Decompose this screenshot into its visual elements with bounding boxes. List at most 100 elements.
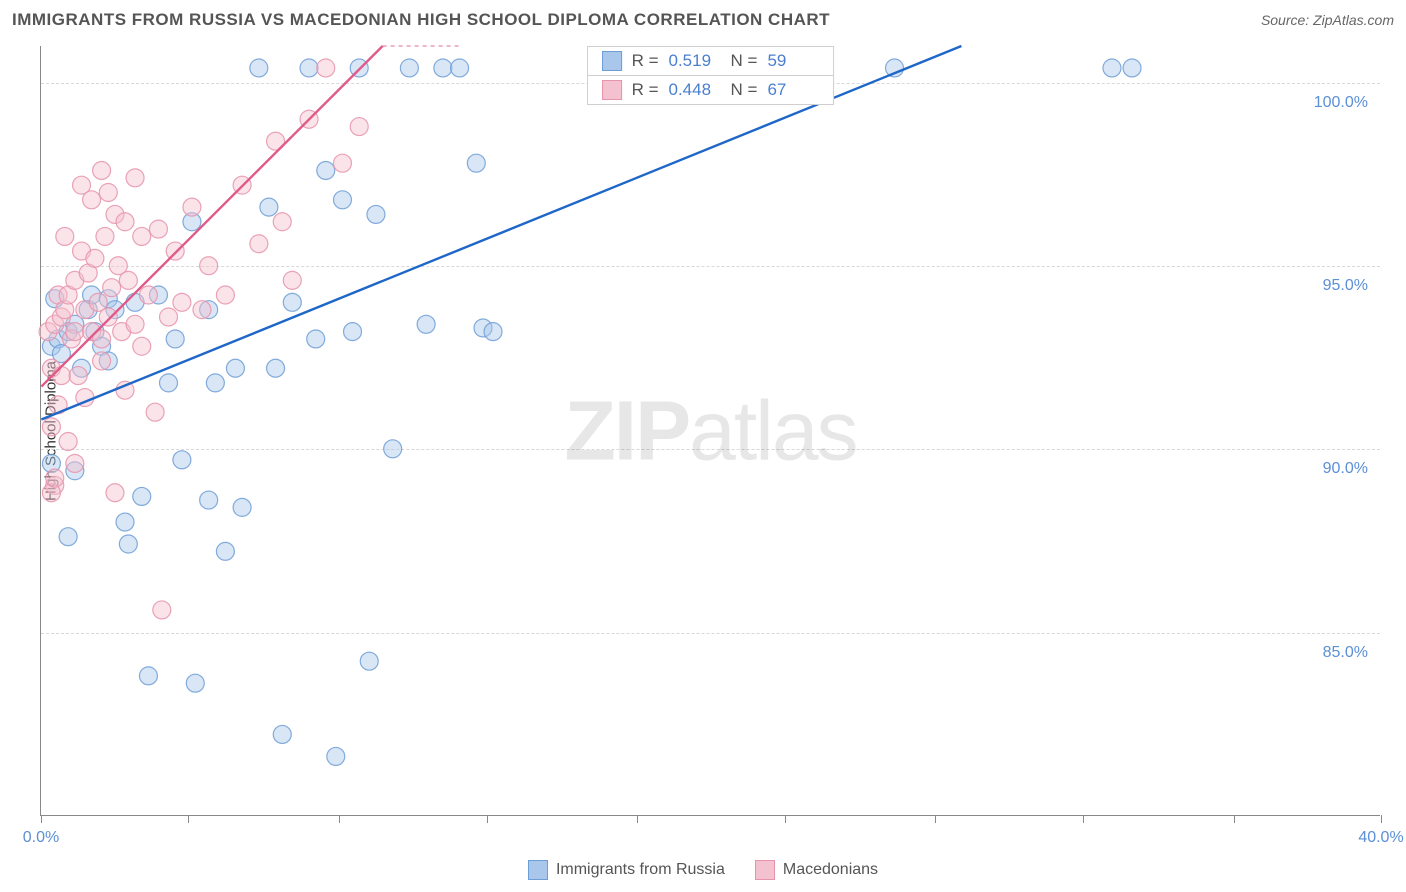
- scatter-point: [99, 308, 117, 326]
- scatter-point: [216, 542, 234, 560]
- x-tick: [637, 815, 638, 823]
- stats-row-series-1: R = 0.448 N = 67: [588, 76, 834, 104]
- scatter-point: [69, 367, 87, 385]
- scatter-point: [1103, 59, 1121, 77]
- scatter-point: [417, 315, 435, 333]
- n-value-1: 67: [767, 80, 819, 100]
- scatter-point: [119, 535, 137, 553]
- scatter-point: [307, 330, 325, 348]
- scatter-point: [42, 418, 60, 436]
- scatter-point: [173, 451, 191, 469]
- source-prefix: Source:: [1261, 12, 1313, 28]
- scatter-point: [126, 169, 144, 187]
- scatter-point: [317, 59, 335, 77]
- scatter-svg: [41, 46, 1380, 815]
- scatter-point: [116, 513, 134, 531]
- title-bar: IMMIGRANTS FROM RUSSIA VS MACEDONIAN HIG…: [0, 0, 1406, 40]
- scatter-point: [183, 198, 201, 216]
- swatch-series-1: [602, 80, 622, 100]
- r-label: R =: [632, 51, 659, 71]
- scatter-point: [200, 257, 218, 275]
- scatter-point: [333, 191, 351, 209]
- scatter-point: [66, 323, 84, 341]
- scatter-point: [52, 367, 70, 385]
- x-tick: [1083, 815, 1084, 823]
- legend-item-0: Immigrants from Russia: [528, 860, 725, 880]
- x-tick: [1381, 815, 1382, 823]
- trend-line: [41, 46, 382, 387]
- scatter-point: [451, 59, 469, 77]
- r-value-1: 0.448: [669, 80, 721, 100]
- scatter-point: [103, 279, 121, 297]
- x-tick: [1234, 815, 1235, 823]
- scatter-point: [133, 227, 151, 245]
- scatter-point: [327, 747, 345, 765]
- scatter-point: [300, 59, 318, 77]
- r-value-0: 0.519: [669, 51, 721, 71]
- scatter-point: [139, 286, 157, 304]
- scatter-point: [166, 242, 184, 260]
- scatter-point: [400, 59, 418, 77]
- x-tick: [935, 815, 936, 823]
- x-tick: [785, 815, 786, 823]
- scatter-point: [267, 359, 285, 377]
- scatter-point: [153, 601, 171, 619]
- swatch-series-0: [602, 51, 622, 71]
- scatter-point: [273, 725, 291, 743]
- scatter-point: [434, 59, 452, 77]
- legend-swatch-0: [528, 860, 548, 880]
- scatter-point: [93, 352, 111, 370]
- x-tick-label: 0.0%: [23, 829, 59, 847]
- scatter-point: [160, 374, 178, 392]
- stats-row-series-0: R = 0.519 N = 59: [588, 47, 834, 76]
- scatter-point: [66, 454, 84, 472]
- stats-legend: R = 0.519 N = 59 R = 0.448 N = 67: [587, 46, 835, 105]
- n-value-0: 59: [767, 51, 819, 71]
- scatter-point: [260, 198, 278, 216]
- scatter-point: [59, 528, 77, 546]
- scatter-point: [1123, 59, 1141, 77]
- x-tick: [188, 815, 189, 823]
- x-tick: [339, 815, 340, 823]
- scatter-point: [149, 220, 167, 238]
- scatter-point: [83, 191, 101, 209]
- r-label: R =: [632, 80, 659, 100]
- scatter-point: [96, 227, 114, 245]
- plot-area: High School Diploma 85.0%90.0%95.0%100.0…: [40, 46, 1380, 816]
- scatter-point: [193, 301, 211, 319]
- scatter-point: [99, 183, 117, 201]
- scatter-point: [350, 118, 368, 136]
- n-label: N =: [731, 51, 758, 71]
- scatter-point: [250, 59, 268, 77]
- scatter-point: [133, 337, 151, 355]
- source-attribution: Source: ZipAtlas.com: [1261, 12, 1394, 28]
- scatter-point: [384, 440, 402, 458]
- scatter-point: [360, 652, 378, 670]
- scatter-point: [367, 205, 385, 223]
- legend-label-0: Immigrants from Russia: [556, 861, 725, 879]
- scatter-point: [233, 498, 251, 516]
- scatter-point: [250, 235, 268, 253]
- scatter-point: [344, 323, 362, 341]
- scatter-point: [46, 469, 64, 487]
- scatter-point: [283, 271, 301, 289]
- scatter-point: [133, 487, 151, 505]
- scatter-point: [106, 484, 124, 502]
- scatter-point: [166, 330, 184, 348]
- x-tick-label: 40.0%: [1358, 829, 1403, 847]
- scatter-point: [283, 293, 301, 311]
- x-tick: [487, 815, 488, 823]
- n-label: N =: [731, 80, 758, 100]
- legend-item-1: Macedonians: [755, 860, 878, 880]
- scatter-point: [226, 359, 244, 377]
- scatter-point: [93, 162, 111, 180]
- x-tick: [41, 815, 42, 823]
- scatter-point: [186, 674, 204, 692]
- scatter-point: [146, 403, 164, 421]
- chart-title: IMMIGRANTS FROM RUSSIA VS MACEDONIAN HIG…: [12, 10, 830, 30]
- scatter-point: [56, 227, 74, 245]
- scatter-point: [160, 308, 178, 326]
- scatter-point: [273, 213, 291, 231]
- scatter-point: [467, 154, 485, 172]
- scatter-point: [333, 154, 351, 172]
